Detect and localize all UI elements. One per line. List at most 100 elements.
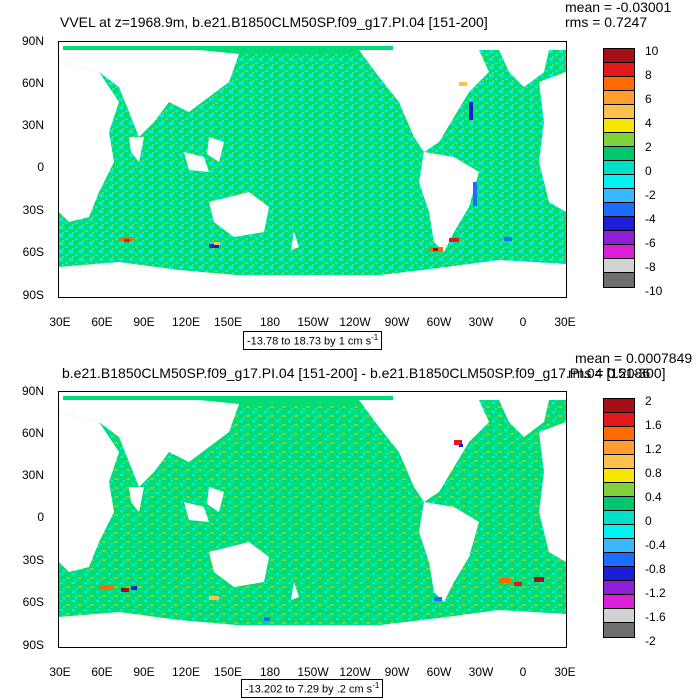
- colorbar-segment: [604, 91, 634, 105]
- colorbar-label: 0.4: [645, 490, 662, 504]
- colorbar-label: 0.8: [645, 466, 662, 480]
- lat-label: 30S: [22, 553, 44, 567]
- colorbar-segment: [604, 147, 634, 161]
- panel-bottom: mean = 0.0007849 b.e21.B1850CLM50SP.f09_…: [0, 350, 700, 700]
- contour-range-label: -13.78 to 18.73 by 1 cm s-1: [243, 331, 383, 350]
- colorbar-segment: [604, 539, 634, 553]
- lat-label: 90S: [22, 638, 44, 652]
- lon-label: 90E: [133, 665, 155, 679]
- map-plot: [58, 391, 567, 648]
- range-unit-exponent: -1: [371, 333, 379, 342]
- colorbar-label: -1.2: [645, 586, 666, 600]
- lon-label: 30E: [49, 665, 71, 679]
- panel-title: VVEL at z=1968.9m, b.e21.B1850CLM50SP.f0…: [60, 14, 488, 30]
- lon-label: 120W: [339, 665, 371, 679]
- ocean-field-map: [59, 42, 566, 297]
- colorbar-segment: [604, 203, 634, 217]
- colorbar-label: -4: [645, 212, 656, 226]
- colorbar-segment: [604, 609, 634, 623]
- ocean-field-map: [59, 392, 566, 647]
- colorbar-segment: [604, 623, 634, 637]
- colorbar-label: 4: [645, 116, 652, 130]
- colorbar-segment: [604, 441, 634, 455]
- lat-label: 90N: [21, 34, 44, 48]
- colorbar-segment: [604, 469, 634, 483]
- colorbar-segment: [604, 483, 634, 497]
- lat-label: 60N: [21, 426, 44, 440]
- lon-label: 60E: [91, 315, 113, 329]
- lon-label: 30E: [49, 315, 71, 329]
- lon-label: 0: [519, 315, 527, 329]
- range-text: -13.202 to 7.29 by .2 cm s: [245, 683, 373, 696]
- colorbar-segment: [604, 63, 634, 77]
- colorbar-label: 0: [645, 164, 652, 178]
- lon-label: 30E: [554, 315, 576, 329]
- range-unit-exponent: -1: [372, 681, 380, 690]
- colorbar-segment: [604, 217, 634, 231]
- colorbar-segment: [604, 189, 634, 203]
- lon-label: 0: [519, 665, 527, 679]
- lat-label: 60S: [22, 595, 44, 609]
- lat-label: 90S: [22, 288, 44, 302]
- colorbar-label: -0.4: [645, 538, 666, 552]
- lat-label: 60N: [21, 76, 44, 90]
- colorbar-segment: [604, 567, 634, 581]
- lon-label: 30E: [554, 665, 576, 679]
- colorbar-label: 0: [645, 514, 652, 528]
- colorbar: [603, 48, 635, 288]
- lat-label: 0: [37, 510, 44, 524]
- lat-label: 30S: [22, 203, 44, 217]
- colorbar-label: 2: [645, 140, 652, 154]
- colorbar-segment: [604, 259, 634, 273]
- lon-label: 120E: [171, 665, 201, 679]
- map-plot: [58, 41, 567, 298]
- lon-label: 60W: [426, 315, 452, 329]
- colorbar-segment: [604, 553, 634, 567]
- lat-label: 60S: [22, 245, 44, 259]
- lat-label: 30N: [21, 468, 44, 482]
- colorbar-segment: [604, 427, 634, 441]
- lon-label: 90W: [384, 665, 410, 679]
- colorbar-label: -2: [645, 634, 656, 648]
- colorbar-segment: [604, 525, 634, 539]
- colorbar-label: -0.8: [645, 562, 666, 576]
- lon-label: 180: [259, 665, 281, 679]
- panel-title: b.e21.B1850CLM50SP.f09_g17.PI.04 [151-20…: [62, 365, 666, 381]
- colorbar-segment: [604, 455, 634, 469]
- lon-label: 180: [259, 315, 281, 329]
- colorbar-label: 2: [645, 394, 652, 408]
- colorbar-segment: [604, 175, 634, 189]
- colorbar-segment: [604, 119, 634, 133]
- range-text: -13.78 to 18.73 by 1 cm s: [247, 335, 372, 348]
- lat-label: 90N: [21, 384, 44, 398]
- colorbar-label: 8: [645, 68, 652, 82]
- lon-label: 150W: [297, 665, 329, 679]
- lon-label: 90W: [384, 315, 410, 329]
- lon-label: 60W: [426, 665, 452, 679]
- rms-label: rms = 0.2086: [568, 365, 651, 381]
- mean-label: mean = -0.03001: [565, 0, 672, 15]
- colorbar-segment: [604, 105, 634, 119]
- colorbar-segment: [604, 245, 634, 259]
- colorbar-segment: [604, 581, 634, 595]
- mean-label: mean = 0.0007849: [575, 350, 693, 366]
- contour-range-label: -13.202 to 7.29 by .2 cm s-1: [241, 679, 384, 698]
- colorbar-label: 6: [645, 92, 652, 106]
- colorbar-label: -8: [645, 260, 656, 274]
- colorbar-label: -1.6: [645, 610, 666, 624]
- lon-label: 120E: [171, 315, 201, 329]
- colorbar-segment: [604, 399, 634, 413]
- colorbar-segment: [604, 273, 634, 287]
- colorbar-segment: [604, 231, 634, 245]
- colorbar-label: 1.6: [645, 418, 662, 432]
- colorbar-segment: [604, 595, 634, 609]
- lon-label: 150E: [213, 665, 243, 679]
- lon-label: 150W: [297, 315, 329, 329]
- lat-label: 30N: [21, 118, 44, 132]
- colorbar-segment: [604, 133, 634, 147]
- colorbar-segment: [604, 161, 634, 175]
- colorbar-label: 1.2: [645, 442, 662, 456]
- panel-top: VVEL at z=1968.9m, b.e21.B1850CLM50SP.f0…: [21, 0, 672, 350]
- lon-label: 150E: [213, 315, 243, 329]
- colorbar-segment: [604, 49, 634, 63]
